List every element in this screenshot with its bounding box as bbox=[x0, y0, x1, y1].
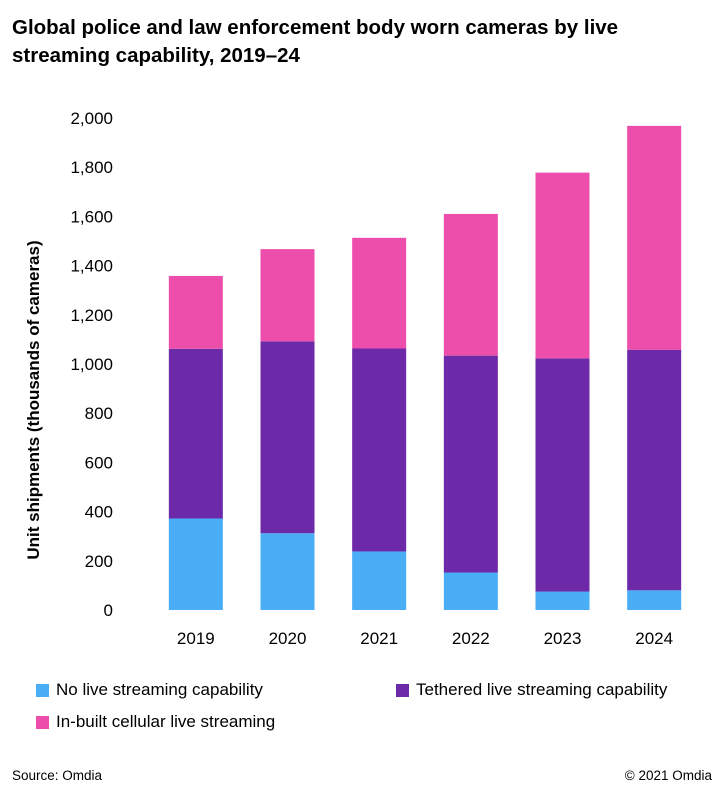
bar-segment-2022-series-0 bbox=[443, 572, 498, 610]
bar-segment-2019-series-1 bbox=[168, 348, 223, 519]
y-tick-label: 600 bbox=[85, 453, 113, 472]
x-tick-label: 2023 bbox=[544, 629, 582, 648]
bar-segment-2019-series-0 bbox=[168, 518, 223, 610]
bar-segment-2020-series-1 bbox=[260, 341, 315, 534]
x-tick-label: 2020 bbox=[269, 629, 307, 648]
bar-segment-2024-series-2 bbox=[627, 125, 682, 350]
bar-segment-2021-series-0 bbox=[352, 551, 407, 610]
bar-segment-2023-series-0 bbox=[535, 591, 590, 610]
y-tick-label: 1,200 bbox=[70, 306, 113, 325]
bar-segment-2024-series-1 bbox=[627, 349, 682, 591]
legend-label-cellular: In-built cellular live streaming bbox=[56, 712, 276, 731]
bar-segment-2024-series-0 bbox=[627, 590, 682, 610]
y-tick-label: 1,400 bbox=[70, 257, 113, 276]
bar-segment-2023-series-2 bbox=[535, 172, 590, 359]
x-tick-label: 2021 bbox=[360, 629, 398, 648]
y-tick-label: 1,800 bbox=[70, 158, 113, 177]
bar-segment-2021-series-1 bbox=[352, 348, 407, 552]
y-tick-label: 1,600 bbox=[70, 207, 113, 226]
source-note: Source: Omdia bbox=[12, 768, 103, 783]
y-tick-label: 0 bbox=[104, 601, 113, 620]
legend-item-tethered: Tethered live streaming capability bbox=[396, 680, 667, 700]
legend-swatch-tethered bbox=[396, 683, 409, 697]
y-tick-label: 2,000 bbox=[70, 109, 113, 128]
stacked-bar-chart: 0 200 400 600 800 1,000 1,200 1,400 1,600 1,800 2,… bbox=[24, 109, 682, 648]
y-axis-label: Unit shipments (thousands of cameras) bbox=[24, 240, 43, 559]
bar-segment-2021-series-2 bbox=[352, 237, 407, 349]
x-tick-label: 2024 bbox=[635, 629, 673, 648]
y-tick-label: 1,000 bbox=[70, 355, 113, 374]
bar-segment-2019-series-2 bbox=[168, 275, 223, 349]
legend-swatch-cellular bbox=[36, 715, 49, 729]
y-tick-label: 400 bbox=[85, 503, 113, 522]
legend-item-cellular: In-built cellular live streaming bbox=[36, 712, 275, 732]
legend: No live streaming capability Tethered li… bbox=[36, 678, 716, 748]
copyright-note: © 2021 Omdia bbox=[624, 768, 712, 783]
x-tick-label: 2019 bbox=[177, 629, 215, 648]
bar-segment-2020-series-0 bbox=[260, 533, 315, 610]
legend-swatch-no-live bbox=[36, 683, 49, 697]
y-tick-label: 200 bbox=[85, 552, 113, 571]
chart-title: Global police and law enforcement body w… bbox=[12, 16, 619, 67]
bar-segment-2022-series-1 bbox=[443, 355, 498, 573]
x-tick-label: 2022 bbox=[452, 629, 490, 648]
y-tick-label: 800 bbox=[85, 404, 113, 423]
bar-segment-2022-series-2 bbox=[443, 213, 498, 356]
legend-label-no-live: No live streaming capability bbox=[56, 680, 263, 699]
bar-segment-2023-series-1 bbox=[535, 358, 590, 592]
legend-label-tethered: Tethered live streaming capability bbox=[416, 680, 668, 699]
legend-item-no-live: No live streaming capability bbox=[36, 680, 263, 700]
bar-segment-2020-series-2 bbox=[260, 249, 315, 342]
